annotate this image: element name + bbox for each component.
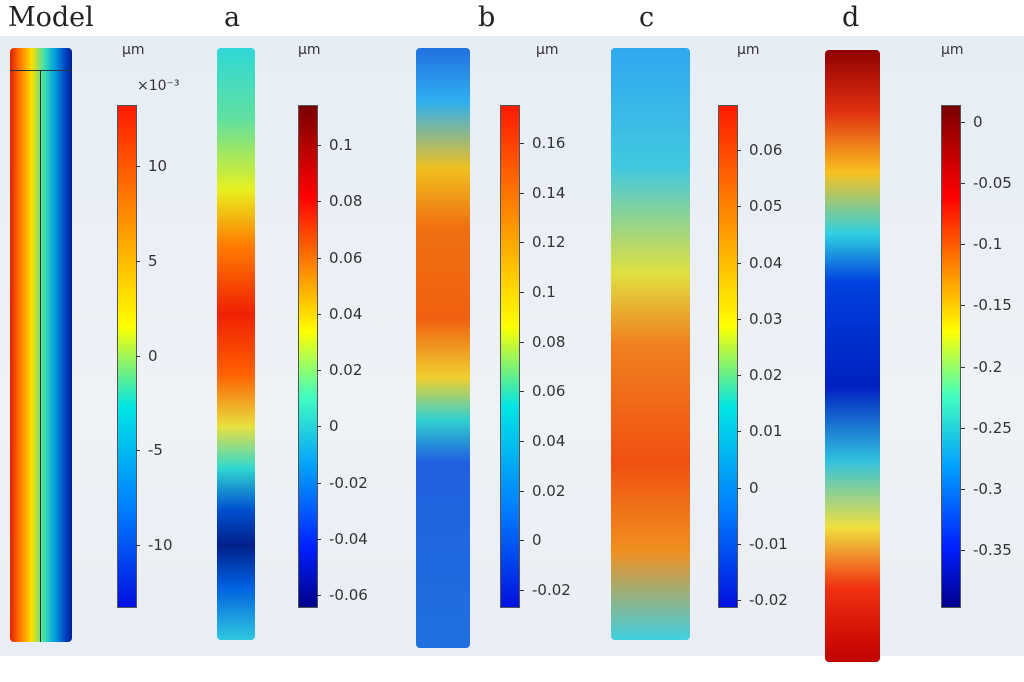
colorbar-tick-label: -0.02	[317, 473, 368, 492]
colorbar-tick-label: 0.04	[736, 253, 783, 272]
sample-rod-d	[825, 50, 880, 662]
unit-label-c: µm	[737, 42, 760, 58]
colorbar-tick-label: 0.08	[316, 192, 363, 211]
unit-label-a: µm	[298, 42, 321, 58]
colorbar-tick-label: -0.35	[961, 541, 1012, 559]
unit-label-d: µm	[941, 42, 964, 58]
colorbar-tick-label: -0.3	[960, 479, 1003, 498]
panel-title-c: c	[639, 2, 655, 33]
colorbar-tick-label: -0.04	[317, 529, 368, 548]
colorbar-tick-label: 0.06	[736, 141, 783, 159]
colorbar-tick-label: -0.1	[960, 235, 1003, 254]
colorbar-a	[298, 105, 318, 608]
colorbar-c	[718, 105, 738, 608]
colorbar-tick-label: 0.04	[519, 432, 566, 450]
panel-title-b: b	[478, 2, 496, 33]
panel-title-model: Model	[8, 2, 94, 33]
colorbar-tick-label: 0.05	[736, 197, 783, 216]
colorbar-tick-label: -0.25	[961, 418, 1012, 437]
colorbar-tick-label: 0.02	[736, 366, 783, 384]
colorbar-tick-label: 0	[961, 113, 983, 131]
colorbar-tick-label: -0.05	[961, 174, 1012, 193]
colorbar-tick-label: 0.1	[317, 136, 353, 154]
colorbar-tick-label: 0.06	[519, 382, 566, 401]
colorbar-tick-label: 0.04	[316, 304, 363, 323]
colorbar-tick-label: -10	[136, 536, 173, 554]
sample-rod-c	[611, 48, 690, 640]
colorbar-tick-label: -5	[136, 441, 163, 460]
multiplier-label: ×10⁻³	[137, 78, 180, 94]
colorbar-tick-label: 0.02	[316, 361, 363, 379]
colorbar-tick-label: 0.02	[519, 481, 566, 500]
colorbar-tick-label: -0.06	[317, 586, 368, 604]
colorbar-tick-label: 0.16	[519, 134, 566, 152]
colorbar-tick-label: 10	[135, 157, 168, 175]
sample-rod-a	[217, 48, 255, 640]
unit-label-b: µm	[536, 42, 559, 58]
colorbar-tick-label: 0.03	[736, 309, 783, 328]
colorbar-tick-label: 0.12	[519, 233, 566, 252]
model-cylinder-cap	[10, 70, 72, 71]
colorbar-tick-label: 0.01	[736, 422, 783, 441]
colorbar-tick-label: 0	[317, 417, 339, 436]
panel-title-a: a	[224, 2, 241, 33]
colorbar-tick-label: -0.15	[961, 296, 1012, 315]
colorbar-tick-label: 0.06	[316, 248, 363, 267]
colorbar-d	[941, 105, 961, 608]
colorbar-model	[117, 105, 137, 608]
colorbar-tick-label: 0	[136, 346, 158, 365]
colorbar-tick-label: -0.02	[737, 591, 788, 609]
panel-title-d: d	[842, 2, 860, 33]
colorbar-tick-label: 0	[520, 531, 542, 550]
unit-label-model: µm	[122, 42, 145, 58]
sample-rod-b	[416, 48, 470, 648]
colorbar-tick-label: -0.02	[520, 581, 571, 599]
model-cylinder	[10, 48, 72, 642]
model-cylinder-divider	[40, 70, 41, 642]
colorbar-b	[500, 105, 520, 608]
colorbar-tick-label: 0.1	[520, 283, 556, 301]
colorbar-tick-label: 0.08	[519, 332, 566, 351]
colorbar-tick-label: 0.14	[519, 183, 566, 202]
colorbar-tick-label: -0.01	[737, 534, 788, 553]
colorbar-tick-label: -0.2	[960, 357, 1003, 376]
colorbar-tick-label: 0	[737, 478, 759, 497]
colorbar-tick-label: 5	[136, 251, 158, 270]
